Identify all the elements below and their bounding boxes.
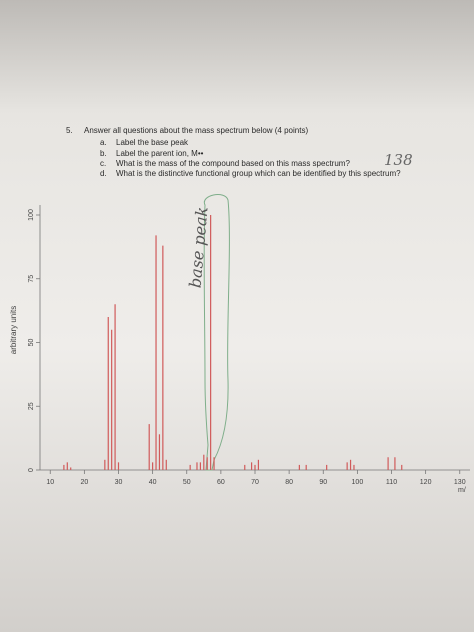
- y-tick-label: 100: [28, 209, 35, 221]
- x-tick-label: 40: [149, 479, 157, 486]
- handwritten-label: base peak: [186, 206, 212, 289]
- x-tick-label: 30: [115, 479, 123, 486]
- question-number: 5.: [66, 126, 73, 135]
- y-tick-label: 75: [28, 275, 35, 283]
- y-tick-label: 0: [28, 468, 35, 472]
- handwritten-answer: 138: [384, 151, 413, 169]
- x-tick-label: 50: [183, 479, 191, 486]
- y-axis-title: arbitrary units: [9, 306, 18, 354]
- x-tick-label: 120: [420, 479, 432, 486]
- x-tick-label: 90: [319, 479, 327, 486]
- x-tick-label: 70: [251, 479, 259, 486]
- handwritten-outline: [203, 194, 230, 471]
- item-letter: b.: [100, 149, 107, 158]
- y-tick-label: 25: [28, 402, 35, 410]
- item-text: What is the mass of the compound based o…: [116, 159, 350, 168]
- item-text: Label the base peak: [116, 138, 189, 147]
- x-tick-label: 60: [217, 479, 225, 486]
- question-prompt: Answer all questions about the mass spec…: [84, 126, 309, 135]
- x-axis-title: m/: [458, 487, 466, 494]
- item-letter: d.: [100, 169, 107, 178]
- x-tick-label: 110: [386, 479, 397, 486]
- x-tick-label: 130: [454, 479, 466, 486]
- y-tick-label: 50: [28, 339, 35, 347]
- item-letter: a.: [100, 138, 107, 147]
- x-tick-label: 20: [80, 479, 88, 486]
- item-letter: c.: [100, 159, 107, 168]
- item-text: Label the parent ion, M••: [116, 149, 204, 158]
- x-tick-label: 100: [352, 479, 364, 486]
- x-tick-label: 80: [285, 479, 293, 486]
- item-text: What is the distinctive functional group…: [116, 169, 401, 178]
- x-tick-label: 10: [46, 479, 54, 486]
